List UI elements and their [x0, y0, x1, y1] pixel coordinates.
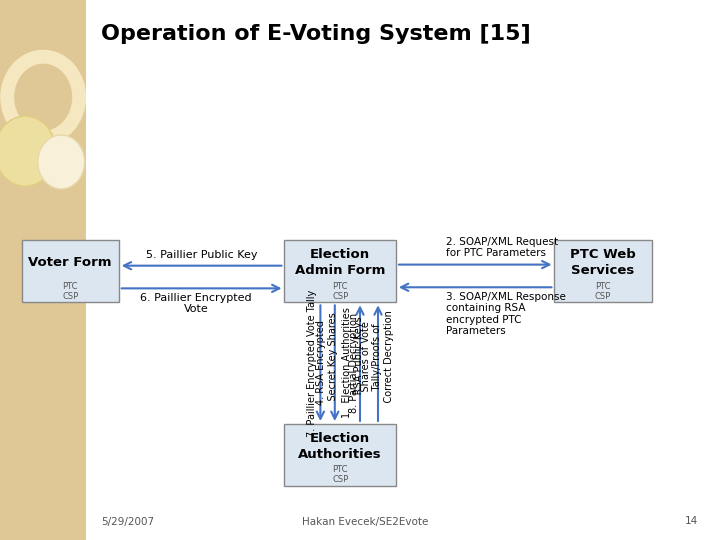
Text: PTC
CSP: PTC CSP	[595, 282, 611, 301]
Text: Operation of E-Voting System [15]: Operation of E-Voting System [15]	[101, 24, 531, 44]
Text: 4. RSA Encrypted
    Secret Key Shares: 4. RSA Encrypted Secret Key Shares	[316, 313, 338, 413]
Text: Voter Form: Voter Form	[29, 256, 112, 269]
FancyBboxPatch shape	[22, 240, 119, 302]
Ellipse shape	[0, 116, 56, 186]
Text: PTC
CSP: PTC CSP	[332, 465, 348, 484]
Text: 1.  Election Authorities
     RSA Public Keys: 1. Election Authorities RSA Public Keys	[342, 307, 364, 418]
FancyBboxPatch shape	[284, 424, 396, 486]
Text: Hakan Evecek/SE2Evote: Hakan Evecek/SE2Evote	[302, 516, 429, 526]
Text: 8. Partial Decryption
    Shares of Vote
    Tally/Proofs of
    Correct Decrypt: 8. Partial Decryption Shares of Vote Tal…	[349, 310, 394, 415]
Text: Election
Authorities: Election Authorities	[298, 432, 382, 461]
Text: PTC
CSP: PTC CSP	[62, 282, 78, 301]
Text: 5. Paillier Public Key: 5. Paillier Public Key	[146, 250, 257, 260]
FancyBboxPatch shape	[554, 240, 652, 302]
Text: PTC
CSP: PTC CSP	[332, 282, 348, 301]
Text: 3. SOAP/XML Response
containing RSA
encrypted PTC
Parameters: 3. SOAP/XML Response containing RSA encr…	[446, 292, 566, 336]
Polygon shape	[0, 0, 86, 540]
Text: PTC Web
Services: PTC Web Services	[570, 248, 636, 277]
Text: Election
Admin Form: Election Admin Form	[295, 248, 385, 277]
Text: 2. SOAP/XML Request
for PTC Parameters: 2. SOAP/XML Request for PTC Parameters	[446, 237, 559, 258]
FancyBboxPatch shape	[284, 240, 396, 302]
Text: 6. Paillier Encrypted
Vote: 6. Paillier Encrypted Vote	[140, 293, 252, 314]
Text: 7. Paillier Encrypted Vote Tally: 7. Paillier Encrypted Vote Tally	[307, 289, 317, 436]
Ellipse shape	[37, 135, 85, 189]
Text: 5/29/2007: 5/29/2007	[101, 516, 154, 526]
Text: 14: 14	[685, 516, 698, 526]
